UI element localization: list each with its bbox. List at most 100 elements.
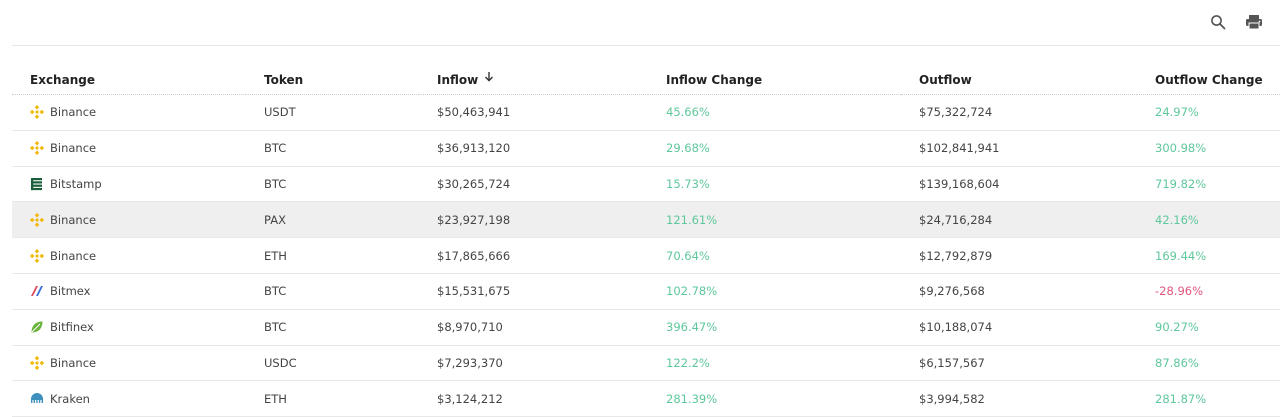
token-cell: USDC — [246, 345, 419, 382]
table-row[interactable]: Bitstamp BTC $30,265,724 15.73% $139,168… — [12, 166, 1280, 203]
token-value: BTC — [264, 284, 287, 299]
token-cell: BTC — [246, 309, 419, 346]
outflow-value: $75,322,724 — [919, 105, 993, 120]
outflow-change-value: 90.27% — [1155, 320, 1199, 335]
print-icon — [1246, 15, 1262, 30]
outflow-change-value: 719.82% — [1155, 176, 1207, 191]
inflow-value: $8,970,710 — [437, 320, 503, 335]
token-cell: BTC — [246, 273, 419, 310]
inflow-change-value: 15.73% — [666, 176, 710, 191]
column-header-inflow-label: Inflow — [437, 73, 479, 87]
outflow-cell: $9,276,568 — [901, 273, 1137, 310]
exchange-cell: Binance — [12, 130, 246, 167]
exchange-cell: Bitstamp — [12, 166, 246, 203]
bitstamp-logo-icon — [30, 177, 44, 191]
table-header-row: Exchange Token Inflow Inflow Change Outf… — [12, 52, 1280, 95]
outflow-value: $3,994,582 — [919, 391, 985, 406]
inflow-value: $50,463,941 — [437, 105, 511, 120]
token-value: BTC — [264, 320, 287, 335]
column-header-outflow[interactable]: Outflow — [901, 52, 1137, 95]
outflow-cell: $139,168,604 — [901, 166, 1137, 203]
inflow-change-value: 29.68% — [666, 141, 710, 156]
outflow-change-value: 300.98% — [1155, 141, 1207, 156]
exchange-cell: Bitmex — [12, 273, 246, 310]
outflow-cell: $75,322,724 — [901, 94, 1137, 131]
outflow-change-value: 87.86% — [1155, 355, 1199, 370]
outflow-cell: $10,188,074 — [901, 309, 1137, 346]
inflow-cell: $23,927,198 — [419, 201, 648, 239]
column-header-exchange[interactable]: Exchange — [12, 52, 246, 95]
bitfinex-logo-icon — [30, 320, 44, 334]
outflow-change-value: -28.96% — [1155, 284, 1203, 299]
outflow-change-value: 42.16% — [1155, 212, 1199, 227]
outflow-cell: $3,994,582 — [901, 380, 1137, 417]
outflow-cell: $6,157,567 — [901, 345, 1137, 382]
outflow-change-cell: 169.44% — [1137, 237, 1280, 274]
table-row[interactable]: Bitmex BTC $15,531,675 102.78% $9,276,56… — [12, 273, 1280, 310]
exchange-name: Binance — [50, 355, 97, 370]
outflow-change-cell: -28.96% — [1137, 273, 1280, 310]
inflow-change-cell: 15.73% — [648, 166, 901, 203]
token-value: ETH — [264, 248, 287, 263]
search-icon — [1211, 15, 1226, 30]
inflow-cell: $7,293,370 — [419, 345, 648, 382]
table-row[interactable]: Binance BTC $36,913,120 29.68% $102,841,… — [12, 130, 1280, 167]
toolbar-divider — [12, 45, 1280, 46]
token-cell: PAX — [246, 201, 419, 239]
binance-logo-icon — [29, 355, 45, 371]
inflow-change-cell: 122.2% — [648, 345, 901, 382]
inflow-cell: $15,531,675 — [419, 273, 648, 310]
token-value: PAX — [264, 212, 286, 227]
exchange-flows-table: Exchange Token Inflow Inflow Change Outf… — [12, 52, 1280, 417]
inflow-change-cell: 281.39% — [648, 380, 901, 417]
inflow-change-cell: 70.64% — [648, 237, 901, 274]
inflow-cell: $36,913,120 — [419, 130, 648, 167]
exchange-cell: Bitfinex — [12, 309, 246, 346]
outflow-cell: $24,716,284 — [901, 201, 1137, 239]
column-header-inflow-change[interactable]: Inflow Change — [648, 52, 901, 95]
exchange-cell: Binance — [12, 94, 246, 131]
inflow-change-value: 121.61% — [666, 212, 718, 227]
outflow-change-value: 24.97% — [1155, 105, 1199, 120]
table-row[interactable]: Binance USDT $50,463,941 45.66% $75,322,… — [12, 94, 1280, 131]
inflow-change-value: 102.78% — [666, 284, 718, 299]
outflow-value: $12,792,879 — [919, 248, 993, 263]
inflow-change-value: 281.39% — [666, 391, 718, 406]
outflow-change-cell: 90.27% — [1137, 309, 1280, 346]
table-row[interactable]: Binance ETH $17,865,666 70.64% $12,792,8… — [12, 237, 1280, 274]
inflow-change-cell: 396.47% — [648, 309, 901, 346]
outflow-value: $139,168,604 — [919, 176, 1000, 191]
exchange-name: Bitmex — [50, 284, 91, 299]
table-row[interactable]: Bitfinex BTC $8,970,710 396.47% $10,188,… — [12, 309, 1280, 346]
exchange-cell: Binance — [12, 201, 246, 239]
column-header-outflow-change[interactable]: Outflow Change — [1137, 52, 1280, 95]
outflow-change-cell: 281.87% — [1137, 380, 1280, 417]
table-row[interactable]: Binance PAX $23,927,198 121.61% $24,716,… — [12, 201, 1280, 239]
search-button[interactable] — [1206, 10, 1230, 34]
outflow-change-cell: 24.97% — [1137, 94, 1280, 131]
outflow-value: $6,157,567 — [919, 355, 985, 370]
inflow-change-value: 396.47% — [666, 320, 718, 335]
binance-logo-icon — [29, 141, 45, 156]
table-row[interactable]: Binance USDC $7,293,370 122.2% $6,157,56… — [12, 345, 1280, 382]
toolbar — [0, 0, 1280, 44]
kraken-logo-icon — [30, 392, 44, 406]
exchange-name: Kraken — [50, 391, 90, 406]
binance-logo-icon — [29, 248, 45, 263]
outflow-change-value: 281.87% — [1155, 391, 1207, 406]
print-button[interactable] — [1242, 10, 1266, 34]
inflow-value: $23,927,198 — [437, 212, 511, 227]
outflow-value: $102,841,941 — [919, 141, 1000, 156]
outflow-value: $24,716,284 — [919, 212, 993, 227]
outflow-value: $9,276,568 — [919, 284, 985, 299]
inflow-value: $17,865,666 — [437, 248, 511, 263]
column-header-token[interactable]: Token — [246, 52, 419, 95]
binance-logo-icon — [29, 212, 45, 227]
table-row[interactable]: Kraken ETH $3,124,212 281.39% $3,994,582… — [12, 380, 1280, 417]
inflow-change-cell: 45.66% — [648, 94, 901, 131]
exchange-name: Binance — [50, 248, 97, 263]
inflow-cell: $50,463,941 — [419, 94, 648, 131]
token-cell: ETH — [246, 380, 419, 417]
exchange-name: Binance — [50, 141, 97, 156]
column-header-inflow[interactable]: Inflow — [419, 52, 648, 95]
